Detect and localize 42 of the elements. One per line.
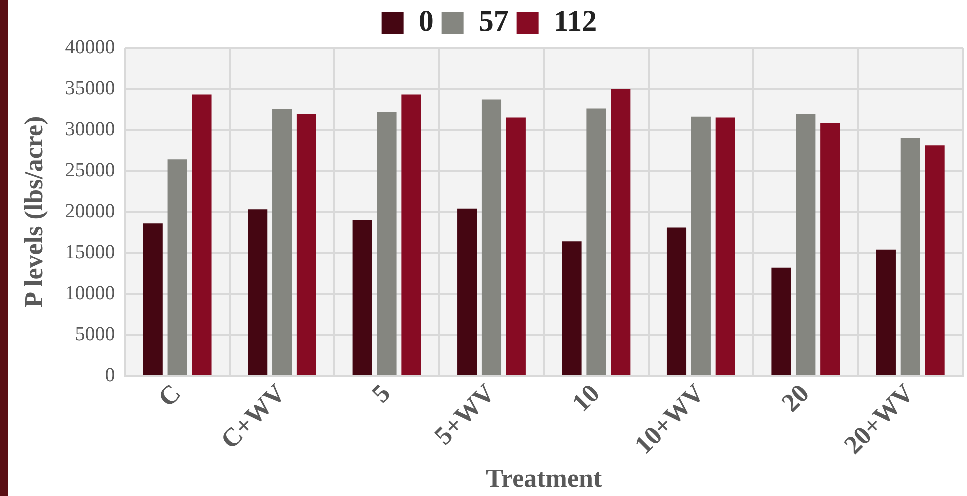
- x-tick-label: 5: [366, 378, 396, 408]
- bar: [900, 138, 920, 376]
- bar: [272, 110, 292, 376]
- bar: [876, 250, 896, 376]
- bar: [168, 160, 188, 376]
- bar: [666, 228, 687, 376]
- bar: [296, 114, 316, 376]
- y-tick-label: 40000: [65, 36, 116, 58]
- bar: [586, 108, 606, 376]
- x-axis-title: Treatment: [486, 464, 602, 494]
- bar: [716, 118, 736, 376]
- legend-label: 112: [554, 4, 598, 38]
- bar: [143, 224, 163, 376]
- y-tick-label: 25000: [65, 159, 116, 182]
- y-tick-label: 10000: [65, 282, 116, 304]
- bar: [402, 94, 422, 376]
- bar: [562, 242, 582, 376]
- x-tick-label: 10: [566, 378, 606, 418]
- bar: [482, 100, 502, 376]
- legend-label: 57: [478, 4, 509, 38]
- bar: [925, 146, 945, 376]
- bar: [352, 220, 372, 376]
- y-tick-label: 0: [105, 364, 116, 386]
- bar: [611, 89, 631, 376]
- bar: [192, 94, 212, 376]
- y-tick-label: 35000: [65, 77, 116, 100]
- bar: [796, 114, 816, 376]
- y-tick-label: 5000: [75, 323, 116, 346]
- y-tick-label: 30000: [65, 118, 116, 140]
- x-tick-label: 20: [776, 378, 815, 418]
- y-axis-title: P levels (lbs/acre): [19, 116, 48, 308]
- bar: [820, 123, 840, 376]
- y-tick-label: 15000: [65, 241, 116, 264]
- x-tick-label: C: [152, 378, 187, 413]
- y-tick-label: 20000: [65, 200, 116, 222]
- legend-label: 0: [418, 4, 434, 38]
- bar: [248, 210, 268, 376]
- bar: [458, 208, 478, 376]
- bar: [506, 118, 526, 376]
- bar: [377, 112, 397, 376]
- bar: [691, 116, 711, 376]
- bar: [772, 268, 792, 376]
